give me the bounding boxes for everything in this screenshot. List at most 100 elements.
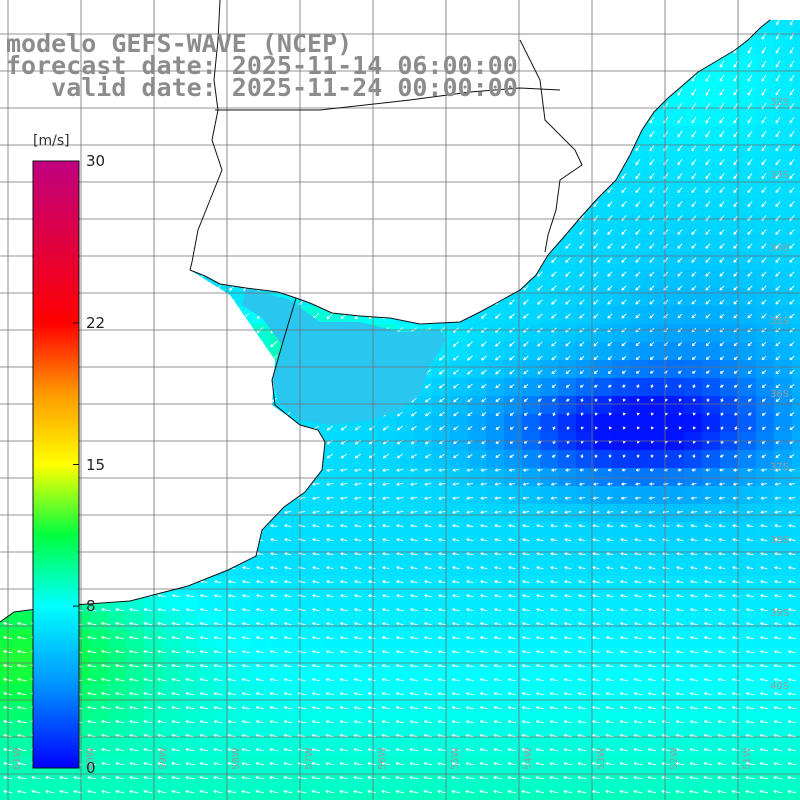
field-cell — [540, 774, 559, 793]
field-cell — [504, 540, 523, 559]
field-cell — [270, 576, 289, 595]
field-cell — [792, 288, 800, 307]
field-cell — [666, 450, 685, 469]
field-cell — [342, 450, 361, 469]
field-cell — [18, 756, 37, 775]
field-cell — [270, 756, 289, 775]
field-cell — [630, 162, 649, 181]
field-cell — [108, 756, 127, 775]
field-cell — [612, 324, 631, 343]
field-cell — [342, 522, 361, 541]
field-cell — [522, 414, 541, 433]
field-cell — [126, 738, 145, 757]
field-cell — [126, 792, 145, 800]
field-cell — [666, 738, 685, 757]
field-cell — [702, 450, 721, 469]
field-cell — [504, 666, 523, 685]
field-cell — [432, 666, 451, 685]
field-cell — [414, 756, 433, 775]
field-cell — [180, 738, 199, 757]
field-cell — [702, 126, 721, 145]
field-cell — [198, 774, 217, 793]
field-cell — [666, 162, 685, 181]
field-cell — [576, 324, 595, 343]
field-cell — [720, 756, 739, 775]
field-cell — [684, 468, 703, 487]
field-cell — [324, 756, 343, 775]
field-cell — [774, 558, 793, 577]
field-cell — [522, 702, 541, 721]
field-cell — [90, 756, 109, 775]
field-cell — [702, 324, 721, 343]
field-cell — [270, 540, 289, 559]
field-cell — [666, 198, 685, 217]
field-cell — [306, 612, 325, 631]
field-cell — [540, 612, 559, 631]
field-cell — [720, 72, 739, 91]
field-cell — [756, 216, 775, 235]
field-cell — [468, 774, 487, 793]
field-cell — [774, 252, 793, 271]
field-cell — [612, 594, 631, 613]
field-cell — [504, 684, 523, 703]
field-cell — [738, 756, 757, 775]
field-cell — [558, 342, 577, 361]
field-cell — [126, 684, 145, 703]
field-cell — [648, 558, 667, 577]
field-cell — [666, 504, 685, 523]
field-cell — [270, 558, 289, 577]
field-cell — [126, 702, 145, 721]
field-cell — [666, 234, 685, 253]
field-cell — [468, 342, 487, 361]
field-cell — [288, 522, 307, 541]
field-cell — [576, 342, 595, 361]
field-cell — [720, 252, 739, 271]
field-cell — [612, 378, 631, 397]
field-cell — [0, 702, 19, 721]
field-cell — [558, 270, 577, 289]
field-cell — [756, 522, 775, 541]
field-cell — [306, 774, 325, 793]
field-cell — [540, 576, 559, 595]
field-cell — [756, 252, 775, 271]
field-cell — [36, 792, 55, 800]
field-cell — [252, 684, 271, 703]
field-cell — [792, 72, 800, 91]
field-cell — [738, 306, 757, 325]
field-cell — [648, 486, 667, 505]
field-cell — [756, 774, 775, 793]
field-cell — [450, 558, 469, 577]
field-cell — [540, 360, 559, 379]
field-cell — [468, 540, 487, 559]
field-cell — [396, 540, 415, 559]
field-cell — [738, 486, 757, 505]
field-cell — [738, 702, 757, 721]
field-cell — [792, 54, 800, 73]
field-cell — [360, 504, 379, 523]
field-cell — [630, 594, 649, 613]
field-cell — [648, 144, 667, 163]
field-cell — [648, 792, 667, 800]
field-cell — [144, 612, 163, 631]
field-cell — [450, 396, 469, 415]
field-cell — [414, 720, 433, 739]
field-cell — [792, 702, 800, 721]
field-cell — [324, 792, 343, 800]
field-cell — [720, 468, 739, 487]
field-cell — [378, 540, 397, 559]
field-cell — [414, 792, 433, 800]
field-cell — [648, 234, 667, 253]
field-cell — [648, 594, 667, 613]
field-cell — [126, 756, 145, 775]
field-cell — [702, 504, 721, 523]
field-cell — [540, 486, 559, 505]
field-cell — [36, 774, 55, 793]
field-cell — [270, 792, 289, 800]
field-cell — [702, 540, 721, 559]
field-cell — [684, 360, 703, 379]
field-cell — [396, 504, 415, 523]
field-cell — [594, 252, 613, 271]
field-cell — [756, 144, 775, 163]
field-cell — [522, 486, 541, 505]
